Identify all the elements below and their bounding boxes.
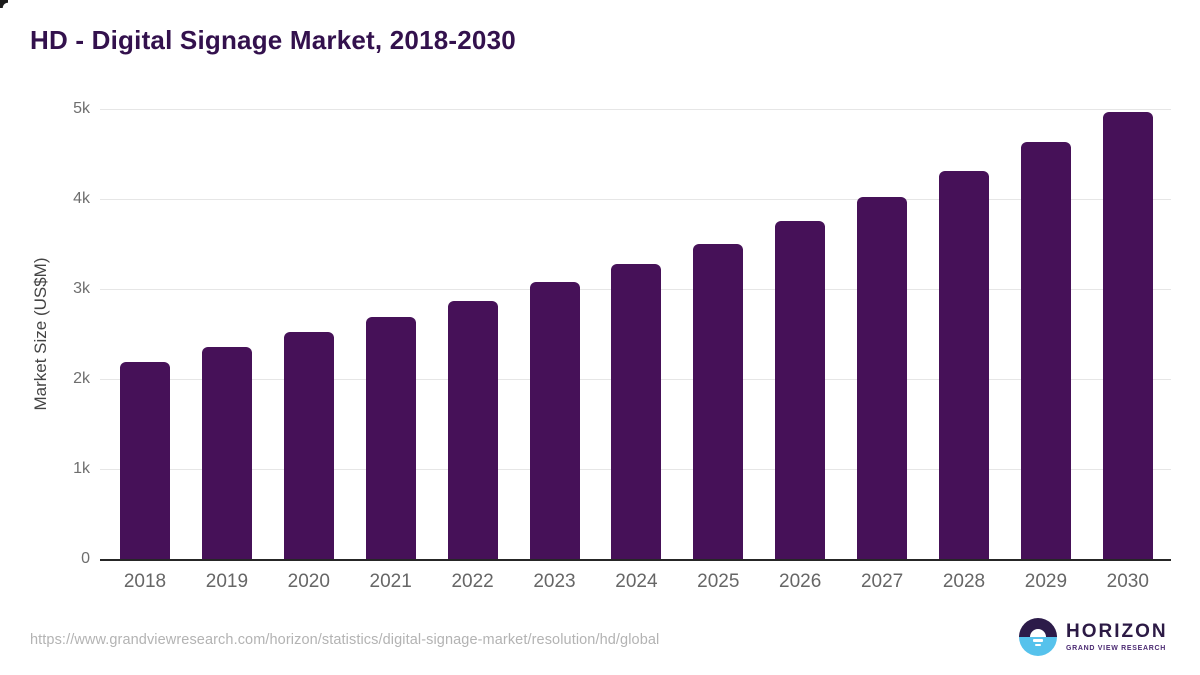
bar-2026[interactable]	[775, 220, 826, 559]
x-tick-label-2027: 2027	[860, 571, 904, 592]
bar-2022[interactable]	[447, 300, 498, 559]
corner-artifact	[0, 0, 8, 8]
horizon-sun-icon	[1019, 618, 1057, 656]
bar-2027[interactable]	[857, 197, 908, 559]
bar-2029[interactable]	[1020, 142, 1071, 559]
x-tick-label-2018: 2018	[123, 571, 167, 592]
bar-2023[interactable]	[529, 281, 580, 559]
gridline-4k	[100, 198, 1171, 200]
horizon-logo: HORIZON GRAND VIEW RESEARCH	[1019, 618, 1168, 656]
bar-2030[interactable]	[1102, 111, 1153, 559]
y-tick-label-0: 0	[81, 550, 90, 567]
x-tick-label-2025: 2025	[697, 571, 740, 592]
x-tick-label-2026: 2026	[779, 571, 822, 592]
bar-2021[interactable]	[365, 316, 416, 559]
y-tick-label-2k: 2k	[73, 370, 90, 387]
x-tick-label-2024: 2024	[615, 571, 658, 592]
bar-2024[interactable]	[611, 263, 662, 559]
bar-2028[interactable]	[939, 171, 989, 559]
gridline-5k	[100, 108, 1171, 110]
sun-reflection-icon	[1035, 643, 1041, 646]
logo-brand: HORIZON	[1066, 621, 1168, 642]
x-tick-label-2022: 2022	[451, 571, 494, 592]
sun-icon	[1030, 629, 1046, 637]
bar-2025[interactable]	[693, 244, 744, 559]
bar-2018[interactable]	[120, 361, 170, 559]
x-tick-label-2023: 2023	[533, 571, 576, 592]
x-tick-label-2019: 2019	[205, 571, 249, 592]
source-url: https://www.grandviewresearch.com/horizo…	[30, 632, 660, 648]
y-axis-title: Market Size (US$M)	[31, 257, 50, 411]
y-tick-label-3k: 3k	[73, 280, 90, 297]
chart-title: HD - Digital Signage Market, 2018-2030	[30, 25, 516, 55]
sun-reflection-icon	[1033, 639, 1043, 642]
y-tick-label-5k: 5k	[73, 100, 90, 117]
x-tick-label-2028: 2028	[942, 571, 986, 592]
x-tick-label-2020: 2020	[287, 571, 330, 592]
bar-2019[interactable]	[201, 346, 252, 559]
x-tick-label-2029: 2029	[1024, 571, 1068, 592]
y-tick-label-1k: 1k	[73, 460, 90, 477]
x-tick-label-2030: 2030	[1106, 571, 1149, 592]
logo-tagline: GRAND VIEW RESEARCH	[1066, 644, 1167, 652]
logo-text: HORIZON GRAND VIEW RESEARCH	[1066, 618, 1168, 652]
y-tick-label-4k: 4k	[73, 190, 90, 207]
x-axis-line	[100, 559, 1171, 561]
x-tick-label-2021: 2021	[369, 571, 412, 592]
bar-2020[interactable]	[283, 332, 334, 559]
